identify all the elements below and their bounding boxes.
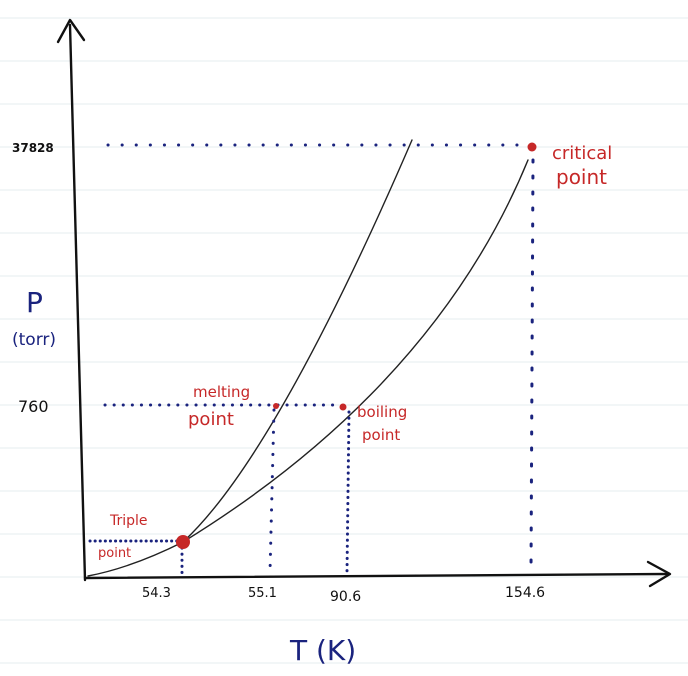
point-markers [176, 142, 537, 549]
point-annotations: Triple point melting point boiling point… [98, 143, 612, 561]
triple-point-marker [176, 535, 190, 549]
x-tick-label: 54.3 [142, 586, 171, 601]
boiling-point-marker [339, 403, 347, 411]
boiling-point-label-line2: point [362, 426, 400, 444]
y-axis-label: P [26, 286, 43, 319]
melting-point-label: melting [193, 383, 250, 401]
guide-critical-vertical [529, 158, 535, 574]
triple-point-label-line2: point [98, 546, 131, 561]
y-tick-label: 760 [18, 397, 49, 416]
triple-point-label: Triple [109, 513, 148, 529]
y-axis [68, 23, 87, 582]
melting-curve [182, 139, 413, 543]
y-tick-label: 37828 [12, 141, 54, 155]
boiling-point-label: boiling [357, 403, 407, 421]
critical-point-label: critical [552, 143, 612, 164]
melting-point-label-line2: point [188, 409, 234, 430]
critical-point-marker [527, 142, 537, 152]
ruled-lines [0, 17, 688, 664]
y-axis-unit: (torr) [12, 330, 56, 350]
vaporization-curve [182, 159, 529, 543]
x-axis-label: T (K) [289, 634, 356, 667]
melting-point-marker [273, 403, 279, 409]
y-axis-arrowhead [56, 18, 86, 44]
x-tick-label: 154.6 [505, 585, 545, 601]
axes [56, 18, 672, 588]
x-tick-label: 55.1 [248, 586, 277, 601]
x-axis-arrowhead [646, 560, 672, 588]
x-axis [83, 572, 670, 580]
critical-point-label-line2: point [556, 165, 607, 189]
sublimation-curve [87, 541, 184, 577]
phase-curves [87, 139, 529, 577]
guide-lines [88, 143, 535, 576]
guide-boiling-vertical [345, 410, 351, 574]
x-tick-label: 90.6 [330, 589, 361, 605]
